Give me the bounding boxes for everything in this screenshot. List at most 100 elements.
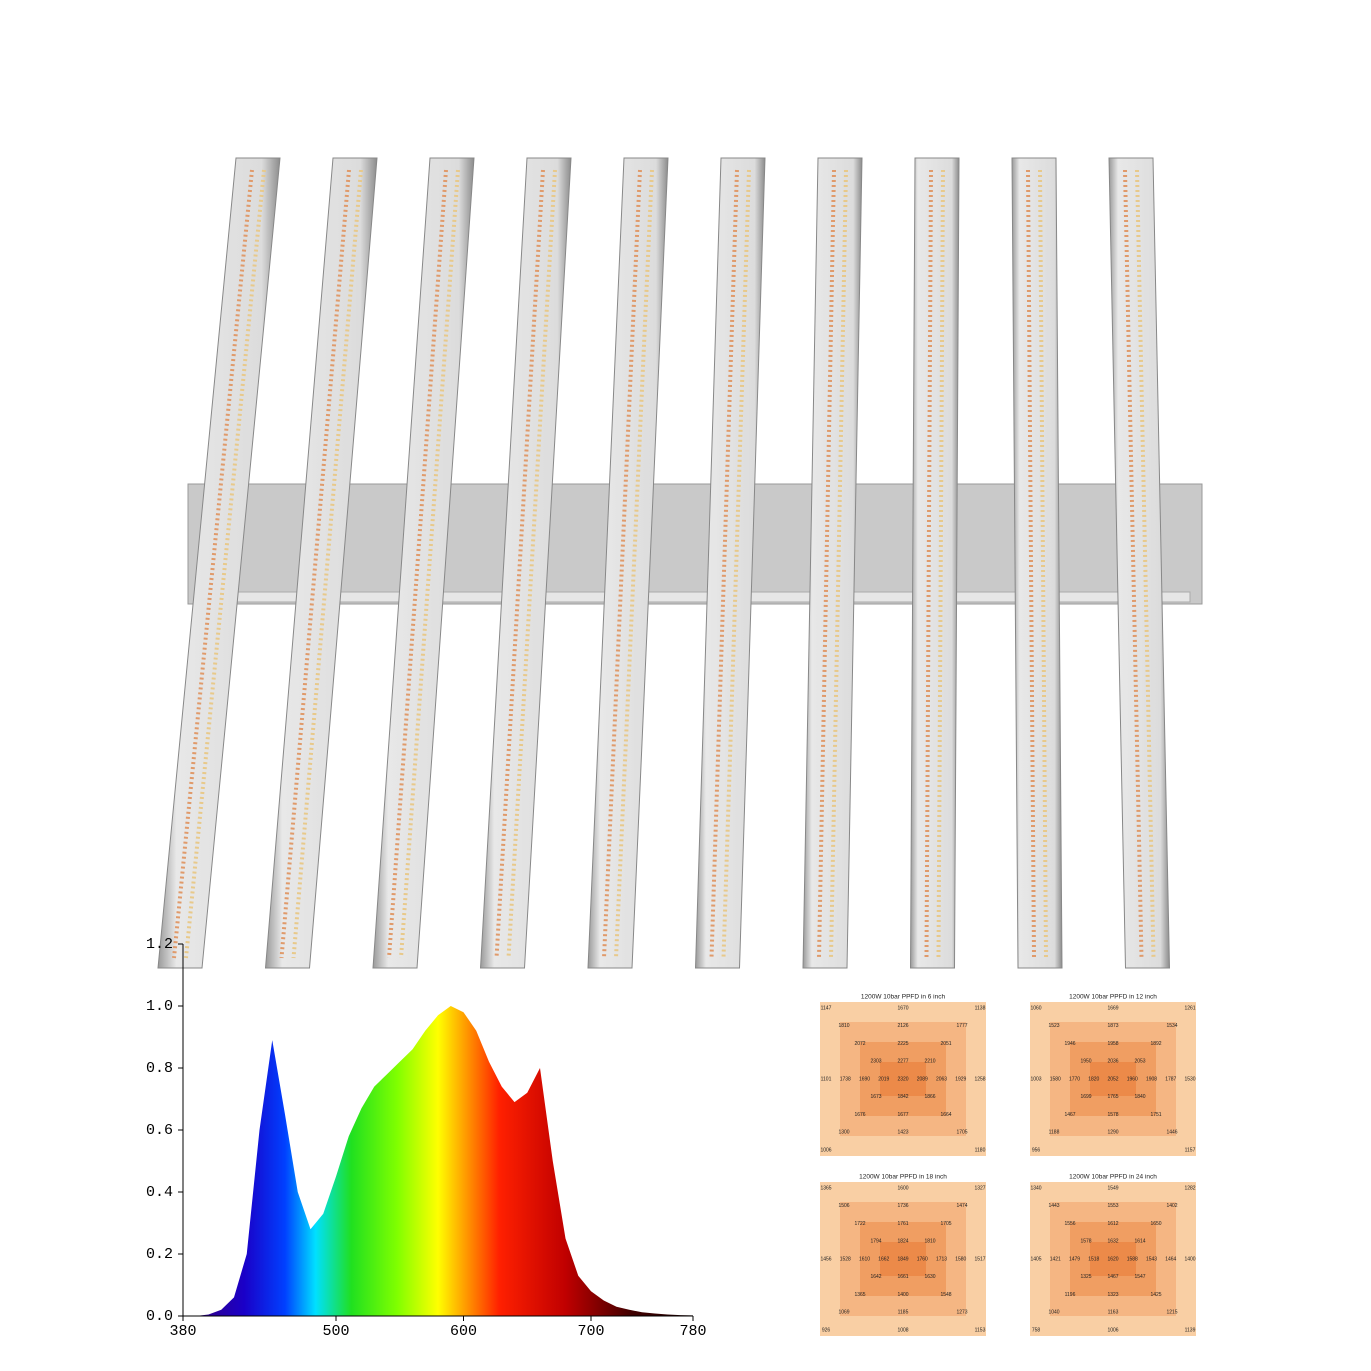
led-strip [1135, 169, 1156, 959]
ppfd-value: 1157 [1185, 1147, 1196, 1153]
ppfd-value: 758 [1032, 1327, 1041, 1333]
ppfd-value: 1282 [1184, 1185, 1195, 1191]
led-strip [936, 169, 945, 959]
light-bar [694, 157, 766, 969]
ppfd-value: 2303 [870, 1059, 881, 1065]
ppfd-value: 1456 [820, 1256, 831, 1262]
ppfd-value: 2036 [1107, 1059, 1118, 1065]
ppfd-title: 1200W 10bar PPFD in 12 inch [1069, 994, 1157, 1001]
ppfd-value: 2277 [897, 1059, 908, 1065]
led-strip [924, 169, 933, 959]
ppfd-value: 1101 [821, 1076, 832, 1082]
light-bar [479, 157, 572, 969]
ppfd-value: 1180 [975, 1147, 986, 1153]
ppfd-value: 1425 [1150, 1292, 1161, 1298]
ppfd-value: 1849 [897, 1256, 908, 1262]
ppfd-value: 1008 [897, 1327, 908, 1333]
ppfd-value: 1060 [1030, 1005, 1041, 1011]
ppfd-value: 1196 [1065, 1292, 1076, 1298]
ppfd-value: 1950 [1080, 1059, 1091, 1065]
ppfd-value: 2320 [897, 1076, 908, 1082]
ppfd-zone [1090, 1062, 1136, 1096]
ppfd-value: 1402 [1166, 1203, 1177, 1209]
y-tick-label: 1.0 [146, 998, 173, 1015]
led-strip [817, 169, 836, 959]
ppfd-value: 1578 [1107, 1112, 1118, 1118]
led-strip [387, 169, 448, 959]
ppfd-value: 1006 [1107, 1327, 1118, 1333]
ppfd-value: 1365 [854, 1292, 865, 1298]
ppfd-value: 1620 [1107, 1256, 1118, 1262]
ppfd-value: 1787 [1165, 1076, 1176, 1082]
ppfd-value: 2072 [854, 1041, 865, 1047]
ppfd-value: 2053 [1134, 1059, 1145, 1065]
ppfd-value: 1770 [1069, 1076, 1080, 1082]
y-tick-label: 0.4 [146, 1184, 173, 1201]
spectrum-chart: 0.0 0.2 0.4 0.6 0.8 1.0 1.2 380 500 600 700 780 [146, 936, 707, 1340]
ppfd-value: 1479 [1069, 1256, 1080, 1262]
ppfd-value: 1400 [1184, 1256, 1195, 1262]
ppfd-value: 1840 [1134, 1094, 1145, 1100]
led-strip [721, 169, 751, 959]
ppfd-value: 1534 [1166, 1023, 1177, 1029]
ppfd-value: 2052 [1107, 1076, 1118, 1082]
ppfd-value: 1340 [1030, 1185, 1041, 1191]
ppfd-value: 1713 [936, 1256, 947, 1262]
light-bar [1011, 157, 1063, 969]
ppfd-value: 1929 [955, 1076, 966, 1082]
led-strip [399, 169, 460, 959]
ppfd-value: 1400 [897, 1292, 908, 1298]
ppfd-value: 1163 [1108, 1310, 1119, 1316]
light-bar [157, 157, 281, 969]
ppfd-value: 2051 [940, 1041, 951, 1047]
ppfd-value: 1736 [897, 1203, 908, 1209]
ppfd-value: 1810 [924, 1239, 935, 1245]
ppfd-value: 1690 [859, 1076, 870, 1082]
ppfd-value: 1300 [838, 1130, 849, 1136]
ppfd-value: 1676 [854, 1112, 865, 1118]
y-tick-label: 0.6 [146, 1122, 173, 1139]
spectrum-area [183, 1006, 693, 1316]
led-strip [1123, 169, 1144, 959]
ppfd-value: 1523 [1048, 1023, 1059, 1029]
ppfd-value: 1139 [1185, 1327, 1196, 1333]
ppfd-value: 1421 [1050, 1256, 1061, 1262]
ppfd-value: 1670 [897, 1005, 908, 1011]
ppfd-value: 1446 [1166, 1130, 1177, 1136]
ppfd-value: 1610 [859, 1256, 870, 1262]
ppfd-value: 1908 [1146, 1076, 1157, 1082]
ppfd-value: 1842 [897, 1094, 908, 1100]
ppfd-value: 1474 [956, 1203, 967, 1209]
light-fixture [157, 157, 1203, 969]
light-bar [1108, 157, 1171, 969]
ppfd-maps: 1200W 10bar PPFD in 6 inch 1147 1670 1138 18… [820, 994, 1196, 1336]
ppfd-value: 1549 [1107, 1185, 1118, 1191]
ppfd-value: 1443 [1048, 1203, 1059, 1209]
x-tick-label: 380 [169, 1323, 196, 1340]
y-tick-label: 0.2 [146, 1246, 173, 1263]
ppfd-value: 1824 [897, 1239, 908, 1245]
ppfd-value: 1467 [1064, 1112, 1075, 1118]
ppfd-value: 1464 [1165, 1256, 1176, 1262]
x-tick-label: 500 [322, 1323, 349, 1340]
x-tick-label: 700 [577, 1323, 604, 1340]
ppfd-value: 1642 [870, 1274, 881, 1280]
ppfd-value: 1580 [955, 1256, 966, 1262]
ppfd-value: 1517 [974, 1256, 985, 1262]
led-strip [172, 169, 254, 959]
ppfd-value: 1760 [917, 1256, 928, 1262]
ppfd-value: 1600 [897, 1185, 908, 1191]
y-tick-label: 0.0 [146, 1308, 173, 1325]
led-strip [614, 169, 654, 959]
x-tick-label: 600 [450, 1323, 477, 1340]
x-tick-label: 780 [679, 1323, 706, 1340]
ppfd-value: 1365 [820, 1185, 831, 1191]
ppfd-value: 1664 [940, 1112, 951, 1118]
ppfd-value: 2063 [936, 1076, 947, 1082]
ppfd-value: 1677 [897, 1112, 908, 1118]
ppfd-value: 2210 [924, 1059, 935, 1065]
ppfd-value: 1325 [1080, 1274, 1091, 1280]
ppfd-value: 1958 [1107, 1041, 1118, 1047]
ppfd-value: 1699 [1080, 1094, 1091, 1100]
ppfd-value: 1705 [940, 1221, 951, 1227]
